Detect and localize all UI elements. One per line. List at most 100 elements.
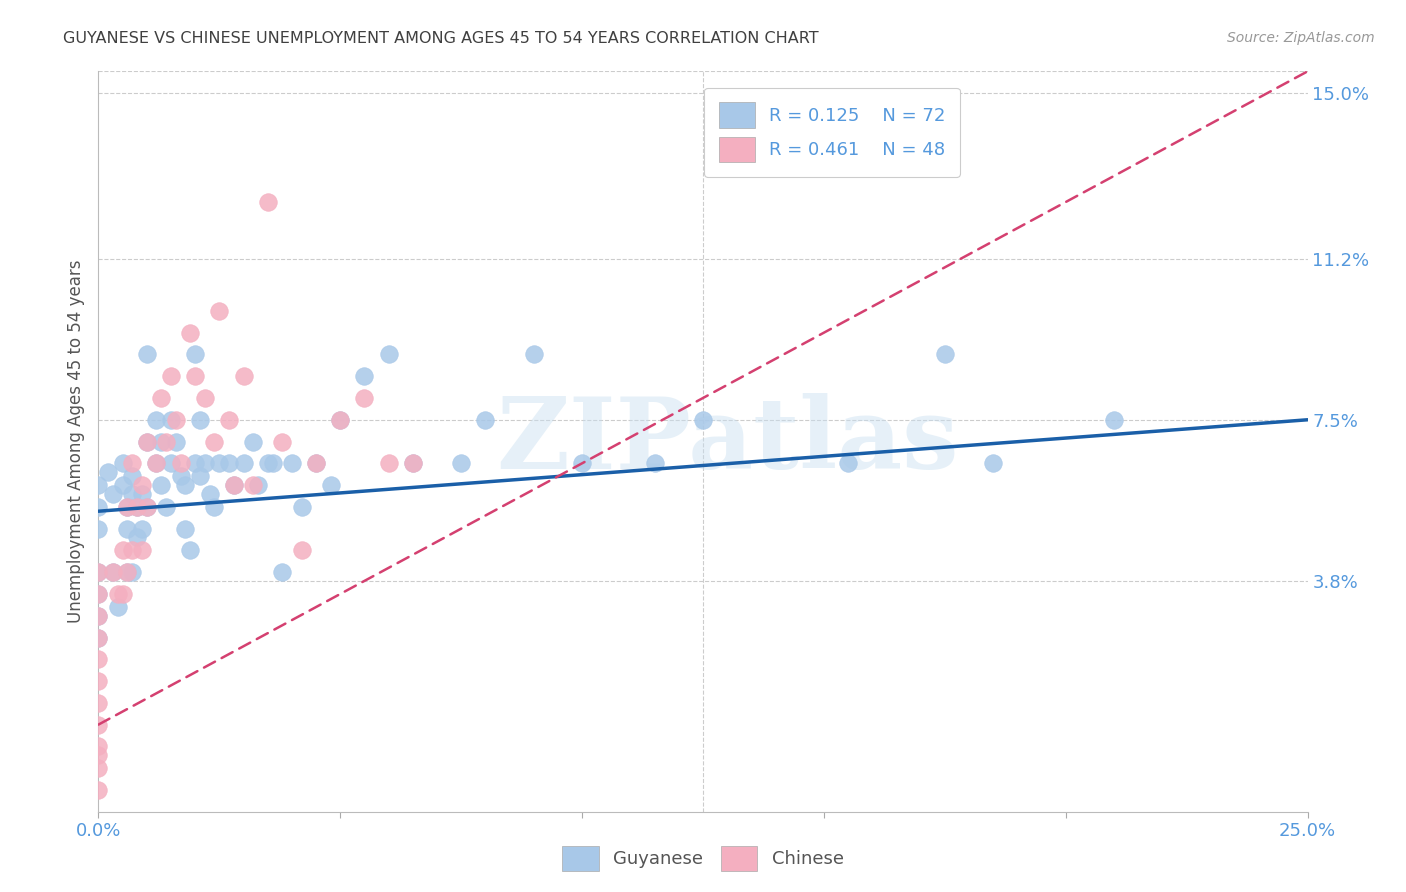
Point: [87, 761, 110, 775]
Point: [232, 369, 254, 384]
Point: [107, 600, 129, 615]
Point: [131, 522, 153, 536]
Point: [111, 543, 134, 558]
Point: [160, 413, 183, 427]
Point: [169, 469, 191, 483]
Point: [121, 456, 143, 470]
Point: [101, 565, 124, 579]
Point: [135, 347, 157, 361]
Point: [87, 652, 110, 666]
Point: [131, 478, 153, 492]
Point: [188, 413, 211, 427]
Point: [934, 347, 956, 361]
Point: [1102, 413, 1125, 427]
Point: [474, 413, 496, 427]
Text: GUYANESE VS CHINESE UNEMPLOYMENT AMONG AGES 45 TO 54 YEARS CORRELATION CHART: GUYANESE VS CHINESE UNEMPLOYMENT AMONG A…: [63, 31, 818, 46]
Point: [256, 194, 278, 209]
Point: [87, 608, 110, 623]
Point: [174, 522, 197, 536]
Point: [107, 587, 129, 601]
Point: [121, 469, 143, 483]
Point: [111, 456, 134, 470]
Point: [111, 587, 134, 601]
Point: [208, 456, 231, 470]
Point: [353, 369, 375, 384]
Point: [150, 478, 173, 492]
Point: [218, 456, 240, 470]
Point: [165, 413, 187, 427]
Point: [87, 565, 110, 579]
Point: [523, 347, 546, 361]
Point: [194, 456, 217, 470]
Point: [402, 456, 425, 470]
Point: [281, 456, 304, 470]
Point: [150, 391, 173, 405]
Point: [87, 587, 110, 601]
Point: [121, 487, 143, 501]
Point: [87, 739, 110, 754]
Point: [290, 500, 312, 514]
Point: [305, 456, 328, 470]
Point: [145, 456, 167, 470]
Point: [571, 456, 593, 470]
Point: [271, 565, 294, 579]
Point: [222, 478, 245, 492]
Point: [204, 500, 226, 514]
Text: Source: ZipAtlas.com: Source: ZipAtlas.com: [1227, 31, 1375, 45]
Point: [179, 543, 201, 558]
Point: [87, 631, 110, 645]
Point: [131, 487, 153, 501]
Point: [155, 500, 177, 514]
Point: [87, 696, 110, 710]
Point: [135, 434, 157, 449]
Point: [117, 565, 139, 579]
Point: [247, 478, 270, 492]
Point: [194, 391, 217, 405]
Point: [145, 413, 167, 427]
Point: [377, 347, 399, 361]
Point: [242, 478, 264, 492]
Point: [981, 456, 1004, 470]
Point: [87, 748, 110, 763]
Point: [97, 465, 120, 479]
Point: [290, 543, 312, 558]
Point: [135, 434, 157, 449]
Point: [204, 434, 226, 449]
Point: [131, 543, 153, 558]
Point: [165, 434, 187, 449]
Point: [160, 456, 183, 470]
Point: [101, 565, 124, 579]
Point: [111, 478, 134, 492]
Text: ZIPatlas: ZIPatlas: [496, 393, 959, 490]
Point: [87, 522, 110, 536]
Point: [145, 456, 167, 470]
Point: [87, 608, 110, 623]
Point: [188, 469, 211, 483]
Point: [87, 674, 110, 689]
Legend: Guyanese, Chinese: Guyanese, Chinese: [555, 838, 851, 879]
Legend: R = 0.125    N = 72, R = 0.461    N = 48: R = 0.125 N = 72, R = 0.461 N = 48: [704, 87, 960, 177]
Point: [329, 413, 352, 427]
Point: [402, 456, 425, 470]
Point: [117, 500, 139, 514]
Point: [127, 530, 149, 544]
Point: [121, 543, 143, 558]
Point: [644, 456, 666, 470]
Point: [450, 456, 472, 470]
Point: [155, 434, 177, 449]
Point: [121, 565, 143, 579]
Point: [169, 456, 191, 470]
Point: [87, 478, 110, 492]
Point: [353, 391, 375, 405]
Point: [87, 500, 110, 514]
Point: [127, 500, 149, 514]
Point: [174, 478, 197, 492]
Point: [87, 783, 110, 797]
Point: [305, 456, 328, 470]
Point: [135, 500, 157, 514]
Point: [218, 413, 240, 427]
Point: [198, 487, 221, 501]
Point: [208, 304, 231, 318]
Point: [135, 500, 157, 514]
Point: [184, 369, 207, 384]
